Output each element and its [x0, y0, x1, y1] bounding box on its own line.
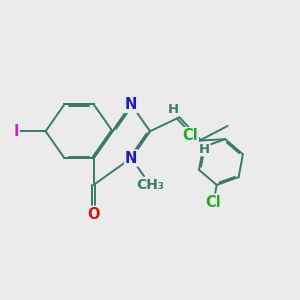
Text: N: N — [125, 151, 137, 166]
Text: H: H — [168, 103, 179, 116]
Text: O: O — [88, 207, 100, 222]
Text: CH₃: CH₃ — [136, 178, 164, 192]
Text: Cl: Cl — [182, 128, 198, 143]
Text: N: N — [125, 97, 137, 112]
Text: I: I — [14, 124, 19, 139]
Text: H: H — [199, 143, 210, 156]
Text: Cl: Cl — [206, 195, 221, 210]
